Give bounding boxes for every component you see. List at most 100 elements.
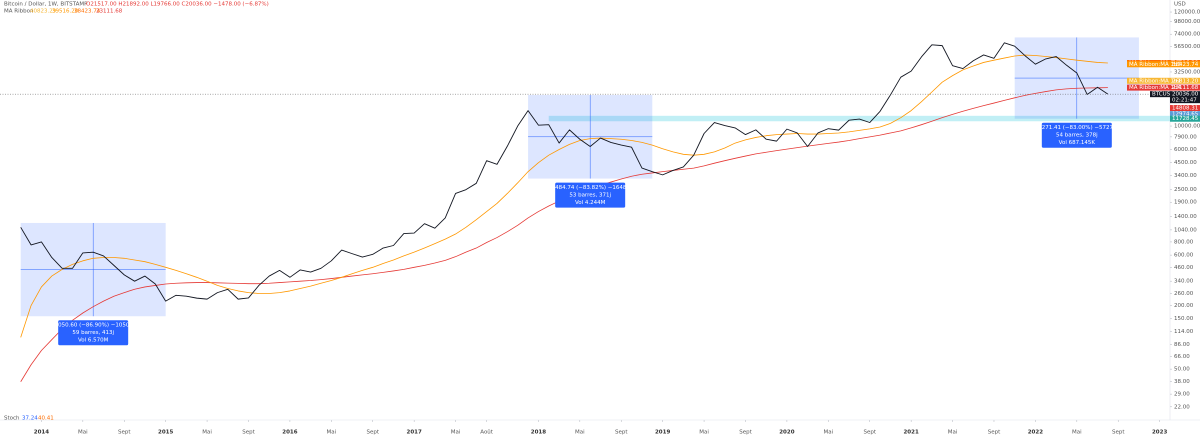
x-tick-label: Mai [823,430,833,436]
x-tick-label: Mai [202,430,212,436]
x-tick-label: Mai [451,430,461,436]
indicator-name: MA Ribbon [4,9,34,15]
y-tick-label: 1040.00 [1174,227,1197,233]
x-tick-label: 2021 [903,430,918,436]
price-tag [1170,111,1200,118]
x-tick-label: 2016 [282,430,297,436]
measure-label-box [1041,122,1112,148]
price-tag-name: MA Ribbon:MA 1b3 [1129,62,1182,68]
y-tick-label: 2500.00 [1174,187,1197,193]
price-tag-name: MA Ribbon:MA 1b4 [1129,85,1182,91]
x-tick-label: Mai [326,430,336,436]
price-tag-name-box [1150,91,1170,98]
y-tick-label: 29.00 [1174,392,1190,398]
y-tick-label: 4500.00 [1174,160,1197,166]
y-tick-label: 1900.00 [1174,200,1197,206]
x-tick-label: Mai [948,430,958,436]
x-tick-label: 2014 [34,430,49,436]
measure-label: −1050.60 (−86.90%) −105060 [50,323,137,329]
y-tick-label: 600.00 [1174,253,1194,259]
x-tick-label: Mai [699,430,709,436]
x-tick-label: 2017 [407,430,422,436]
price-tag-value: 12974.65 [1172,112,1199,118]
x-tick-label: 2023 [1152,430,1167,436]
price-tag [1170,115,1200,122]
measure-label: 53 barres, 371j [569,193,611,199]
price-tag-name-box [1127,61,1170,68]
y-tick-label: 66.00 [1174,354,1190,360]
y-tick-label: 800.00 [1174,239,1194,245]
y-tick-label: 1400.00 [1174,214,1197,220]
y-tick-label: 38.00 [1174,379,1190,385]
x-tick-label: Sept [366,430,379,436]
measure-label: Vol 6.570M [78,338,109,344]
measure-label: Vol 4.244M [575,200,606,206]
indicator-value: 39516.20 [52,9,79,15]
x-tick-label: Sept [242,430,255,436]
y-tick-label: 98000.00 [1174,19,1200,25]
y-tick-label: 3400.00 [1174,173,1197,179]
plot-area [0,37,1170,382]
y-tick-label: 86.00 [1174,342,1190,348]
x-tick-label: Sept [739,430,752,436]
x-tick-label: Sept [118,430,131,436]
x-tick-label: Sept [615,430,628,436]
indicator-value: 40823.29 [30,9,57,15]
oscillator-name: Stoch [4,416,20,422]
x-tick-label: Mai [1072,430,1082,436]
x-tick-label: 2020 [779,430,794,436]
price-tag-value: 11728.45 [1172,116,1199,122]
y-tick-label: 114.00 [1174,329,1194,335]
price-tag-value: 14808.31 [1172,106,1198,112]
series-line [20,54,1108,338]
price-tag-value: 23111.68 [1172,85,1199,91]
price-tag [1170,84,1200,91]
measure-label: 59 barres, 413j [72,330,114,336]
ohlc: O21517.00 H21892.00 L19766.00 C20036.00 … [86,2,269,8]
measure-label: Vol 687.145K [1059,140,1096,146]
y-tick-label: 200.00 [1174,303,1194,309]
x-tick-label: Mai [575,430,585,436]
price-tag [1170,61,1200,68]
x-tick-label: 2018 [531,430,546,436]
x-tick-label: 2022 [1028,430,1043,436]
measure-label: −57271.41 (−83.00%) −5727141 [1030,125,1123,131]
y-tick-label: 260.00 [1174,291,1194,297]
y-tick-label: 50.00 [1174,367,1190,373]
y-tick-label: 6000.00 [1174,147,1197,153]
y-tick-label: 56500.00 [1174,44,1200,50]
measure-label-box [58,320,129,346]
y-tick-label: 32500.00 [1174,69,1200,75]
y-tick-label: 10000.00 [1174,124,1200,130]
price-tag-name-box [1127,84,1170,91]
y-tick-label: 120000.00 [1174,10,1200,16]
countdown: 02:21:47 [1172,98,1197,104]
indicator-value: 23111.68 [96,9,123,15]
price-tag-name: BTCUSD [1152,92,1174,98]
y-tick-label: 340.00 [1174,279,1194,285]
price-tag-name: MA Ribbon:MA 1b1 [1129,78,1181,84]
y-tick-label: 22.00 [1174,404,1190,410]
indicator-value: 38423.74 [74,9,101,15]
x-tick-label: Août [480,429,494,436]
y-tick-label: 7900.00 [1174,134,1197,140]
x-tick-label: 2019 [655,430,670,436]
x-tick-label: Mai [78,430,88,436]
series-line [20,42,1109,302]
measure-label: −16484.74 (−83.82%) −1648474 [544,185,638,191]
oscillator-value: 40.41 [38,416,54,422]
measure-label: 54 barres, 378j [1056,133,1098,139]
y-unit: USD [1174,2,1186,8]
y-tick-label: 74000.00 [1174,32,1200,38]
y-tick-label: 150.00 [1174,316,1194,322]
x-tick-label: Sept [863,430,876,436]
oscillator-value: 37.24 [22,416,38,422]
x-tick-label: 2015 [158,430,173,436]
price-tag [1170,105,1200,112]
price-tag [1170,91,1200,104]
price-tag-value: 38423.74 [1172,62,1199,68]
price-tag-value: 26813.20 [1172,78,1199,84]
measure-label-box [555,182,626,208]
